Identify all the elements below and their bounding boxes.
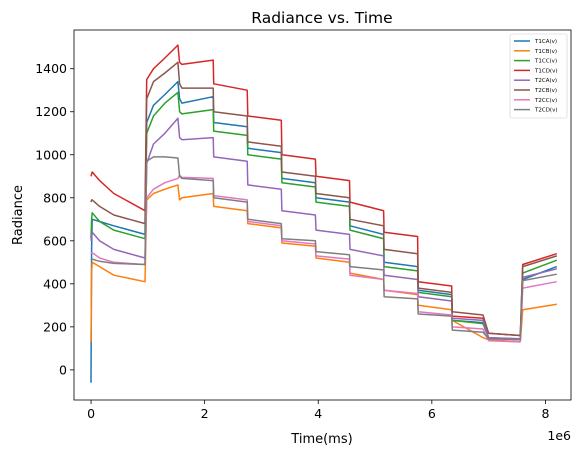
y-ticks: 0 200 400 600 800 1000 1200 1400	[35, 61, 74, 377]
x-offset-label: 1e6	[547, 428, 571, 443]
legend-label: T1CA(v)	[534, 39, 557, 45]
y-tick-label: 400	[43, 276, 67, 291]
plot-frame	[73, 29, 572, 401]
series-line-7	[90, 156, 557, 341]
legend-label: T2CD(v)	[534, 108, 557, 114]
series-line-4	[90, 117, 557, 340]
y-tick-label: 1000	[35, 147, 67, 162]
x-tick-label: 8	[541, 406, 549, 421]
series-line-5	[90, 61, 558, 337]
y-tick-label: 200	[43, 319, 67, 334]
legend-label: T2CC(v)	[534, 98, 557, 104]
y-tick-label: 1200	[35, 104, 67, 119]
x-ticks: 0 2 4 6 8	[87, 400, 549, 421]
y-tick-label: 0	[59, 362, 67, 377]
y-tick-label: 1400	[35, 61, 67, 76]
x-tick-label: 4	[314, 406, 322, 421]
legend-label: T1CD(v)	[534, 68, 557, 74]
legend-label: T1CB(v)	[534, 49, 557, 55]
y-tick-label: 600	[43, 233, 67, 248]
legend-label: T2CB(v)	[534, 88, 557, 94]
chart-title: Radiance vs. Time	[251, 9, 392, 27]
series-line-1	[90, 184, 557, 343]
legend-label: T1CC(v)	[534, 59, 557, 65]
x-tick-label: 2	[201, 406, 209, 421]
y-tick-label: 800	[43, 190, 67, 205]
legend: T1CA(v) T1CB(v) T1CC(v) T1CD(v) T2CA(v) T2CB(…	[509, 33, 568, 119]
legend-box	[509, 33, 568, 119]
plot-lines	[90, 44, 558, 383]
x-axis-label: Time(ms)	[290, 432, 352, 447]
legend-label: T2CA(v)	[534, 78, 557, 84]
x-tick-label: 0	[87, 406, 95, 421]
series-line-2	[90, 91, 558, 341]
x-tick-label: 6	[428, 406, 436, 421]
y-axis-label: Radiance	[11, 185, 26, 245]
